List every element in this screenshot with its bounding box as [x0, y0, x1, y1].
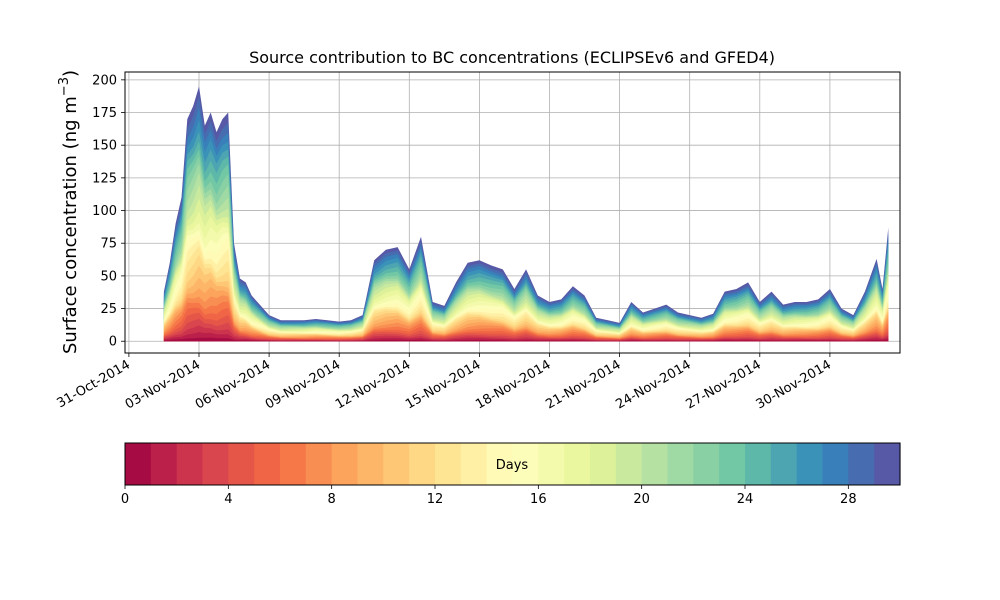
y-tick-label: 175 [92, 106, 117, 121]
colorbar-segment [357, 443, 384, 485]
plot-frame [124, 71, 901, 354]
colorbar-segment [176, 443, 204, 485]
colorbar-segment [564, 443, 591, 485]
area-series-day-0 [163, 337, 889, 342]
colorbar-segment [331, 443, 359, 485]
colorbar-segment [383, 443, 410, 485]
colorbar-frame [124, 442, 901, 486]
y-axis-label: Surface concentration (ng m−3) [57, 70, 81, 354]
y-axis-label-close: ) [60, 70, 81, 77]
colorbar-segment [615, 443, 643, 485]
colorbar-segment [538, 443, 565, 485]
x-tick-label: 12-Nov-2014 [333, 357, 413, 412]
colorbar-segment [228, 443, 255, 485]
colorbar-segment [874, 443, 901, 485]
colorbar-segment [590, 443, 617, 485]
colorbar-segment [796, 443, 824, 485]
y-tick-label: 0 [109, 335, 117, 350]
y-axis-ticks: 0 25 50 75 100 125 150 175 200 [92, 73, 125, 350]
colorbar-tick-label: 16 [530, 492, 547, 507]
colorbar-tick-label: 24 [737, 492, 754, 507]
colorbar-segment [512, 443, 539, 485]
y-tick-label: 150 [92, 139, 117, 154]
y-tick-label: 50 [100, 269, 117, 284]
colorbar-segment [150, 443, 178, 485]
x-axis-ticks: 31-Oct-201403-Nov-201406-Nov-201409-Nov-… [55, 353, 834, 412]
chart-title: Source contribution to BC concentrations… [249, 48, 775, 67]
colorbar-segment [125, 443, 152, 485]
x-tick-label: 15-Nov-2014 [403, 357, 483, 412]
colorbar [125, 443, 901, 485]
colorbar-segment [254, 443, 281, 485]
x-tick-label: 03-Nov-2014 [123, 357, 203, 412]
x-tick-label: 09-Nov-2014 [263, 357, 343, 412]
colorbar-segment [460, 443, 488, 485]
colorbar-segment [693, 443, 720, 485]
x-tick-label: 21-Nov-2014 [543, 357, 623, 412]
stacked-areas [163, 86, 889, 342]
colorbar-tick-label: 0 [121, 492, 129, 507]
colorbar-segment [719, 443, 746, 485]
colorbar-tick-label: 28 [840, 492, 857, 507]
colorbar-segment [305, 443, 333, 485]
colorbar-ticks: 0 4 8 12 16 20 24 28 [121, 485, 857, 507]
x-tick-label: 24-Nov-2014 [613, 357, 693, 412]
y-axis-label-superscript: −3 [57, 77, 72, 96]
y-tick-label: 200 [92, 73, 117, 88]
y-axis-label-text: Surface concentration (ng m [60, 96, 81, 354]
colorbar-segment [435, 443, 462, 485]
colorbar-tick-label: 8 [328, 492, 336, 507]
x-tick-label: 06-Nov-2014 [193, 357, 273, 412]
y-tick-label: 25 [100, 302, 117, 317]
colorbar-segment [770, 443, 798, 485]
colorbar-segment [641, 443, 669, 485]
y-tick-label: 125 [92, 171, 117, 186]
colorbar-segment [202, 443, 229, 485]
colorbar-tick-label: 12 [427, 492, 444, 507]
colorbar-tick-label: 4 [224, 492, 232, 507]
colorbar-segment [848, 443, 875, 485]
colorbar-label: Days [496, 458, 529, 473]
x-tick-label: 27-Nov-2014 [684, 357, 764, 412]
y-tick-label: 100 [92, 204, 117, 219]
colorbar-segment [745, 443, 772, 485]
x-tick-label: 31-Oct-2014 [55, 357, 133, 411]
x-tick-label: 30-Nov-2014 [754, 357, 834, 412]
colorbar-segment [822, 443, 849, 485]
colorbar-tick-label: 20 [633, 492, 650, 507]
colorbar-segment [486, 443, 514, 485]
colorbar-segment [667, 443, 694, 485]
colorbar-segment [280, 443, 307, 485]
y-tick-label: 75 [100, 237, 117, 252]
colorbar-segment [409, 443, 436, 485]
x-tick-label: 18-Nov-2014 [473, 357, 553, 412]
